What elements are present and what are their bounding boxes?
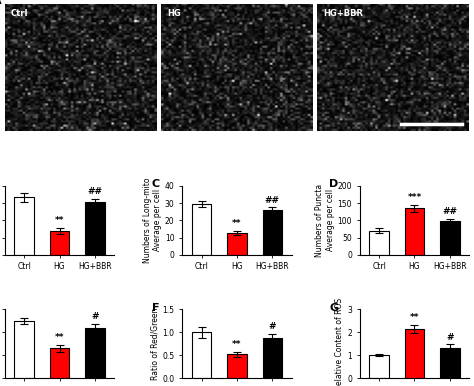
Text: **: ** [55,333,64,342]
Text: ***: *** [407,193,421,202]
Bar [85,328,105,378]
Bar [85,202,105,255]
Text: F: F [152,303,159,313]
Y-axis label: Ratio of Red/Green: Ratio of Red/Green [151,308,160,380]
Bar [227,233,247,255]
Text: D: D [329,179,338,189]
Bar [227,354,247,378]
Text: G: G [329,303,338,313]
Bar [440,221,459,255]
Bar [405,329,424,378]
Bar [405,208,424,255]
Bar [192,204,211,255]
Bar [192,332,211,378]
Text: #: # [446,333,454,342]
Text: **: ** [410,313,419,322]
Bar [369,356,389,378]
Text: A: A [0,0,1,6]
Text: HG: HG [167,9,181,18]
Text: C: C [152,179,160,189]
Bar [440,349,459,378]
Text: #: # [269,322,276,332]
Y-axis label: Numbers of Puncta
Average per cell: Numbers of Puncta Average per cell [315,184,335,257]
Text: ##: ## [87,187,102,196]
Text: ##: ## [265,196,280,205]
Bar [50,349,69,378]
Text: **: ** [55,216,64,225]
Text: ##: ## [442,207,457,216]
Text: **: ** [232,340,242,349]
Bar [50,231,69,255]
Bar [369,231,389,255]
Text: Ctrl: Ctrl [11,9,28,18]
Text: HG+BBR: HG+BBR [324,9,364,18]
Bar [263,338,282,378]
Y-axis label: Numbers of Long-mito
Average per cell: Numbers of Long-mito Average per cell [143,178,162,263]
Text: **: ** [232,219,242,229]
Y-axis label: Relative Content of ROS: Relative Content of ROS [336,298,345,386]
Bar [263,210,282,255]
Bar [15,197,34,255]
Text: #: # [91,312,99,321]
Bar [15,321,34,378]
